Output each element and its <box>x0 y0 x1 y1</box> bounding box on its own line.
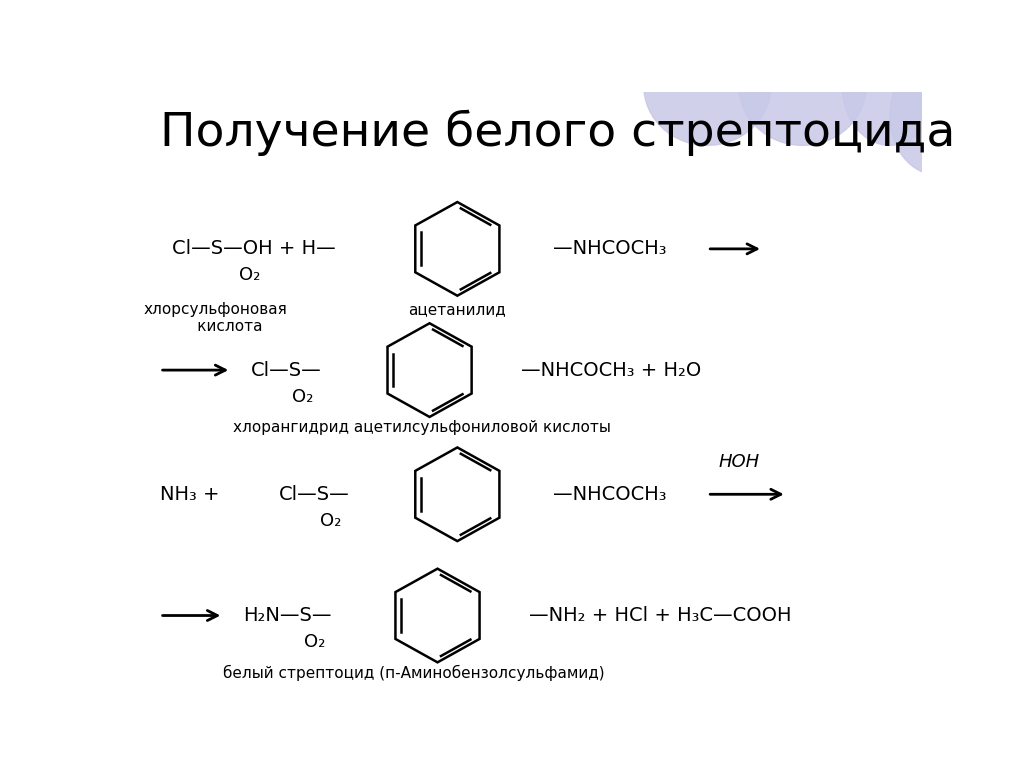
Text: HOH: HOH <box>719 452 760 471</box>
Text: O₂: O₂ <box>239 266 260 284</box>
Text: —NH₂ + HCl + H₃C—COOH: —NH₂ + HCl + H₃C—COOH <box>528 606 792 625</box>
Ellipse shape <box>890 57 985 175</box>
Text: Cl—S—: Cl—S— <box>279 485 349 504</box>
Text: хлорангидрид ацетилсульфониловой кислоты: хлорангидрид ацетилсульфониловой кислоты <box>232 420 610 435</box>
Text: H₂N—S—: H₂N—S— <box>243 606 332 625</box>
Text: —NHCOCH₃: —NHCOCH₃ <box>553 485 666 504</box>
Text: Получение белого стрептоцида: Получение белого стрептоцида <box>160 110 955 157</box>
Text: —NHCOCH₃: —NHCOCH₃ <box>553 240 666 258</box>
Text: O₂: O₂ <box>304 633 326 651</box>
Ellipse shape <box>644 27 771 145</box>
Ellipse shape <box>842 27 938 145</box>
Text: хлорсульфоновая
      кислота: хлорсульфоновая кислота <box>143 302 287 335</box>
Text: NH₃ +: NH₃ + <box>160 485 219 504</box>
Text: O₂: O₂ <box>292 388 313 406</box>
Text: Cl—S—OH + H—: Cl—S—OH + H— <box>172 240 336 258</box>
Text: белый стрептоцид (п-Аминобензолсульфамид): белый стрептоцид (п-Аминобензолсульфамид… <box>223 664 604 680</box>
Text: ацетанилид: ацетанилид <box>409 302 506 317</box>
Text: O₂: O₂ <box>319 512 341 530</box>
Text: Cl—S—: Cl—S— <box>251 361 322 379</box>
Text: —NHCOCH₃ + H₂O: —NHCOCH₃ + H₂O <box>521 361 701 379</box>
Ellipse shape <box>739 27 866 145</box>
